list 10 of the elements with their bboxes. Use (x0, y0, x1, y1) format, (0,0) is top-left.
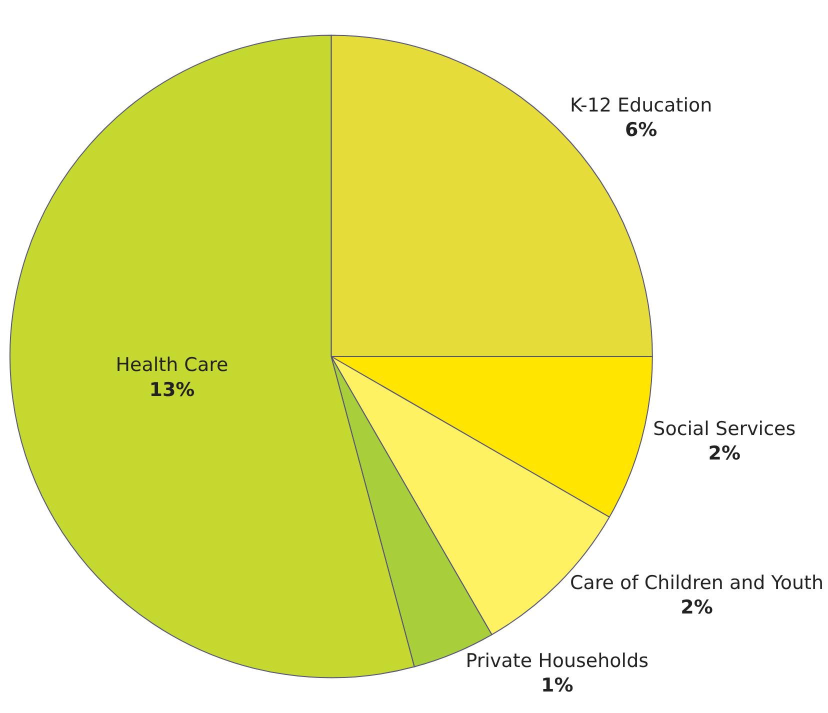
data-label: 2% (708, 442, 741, 465)
slice-label: Health Care (116, 354, 228, 376)
slice-label: Private Households (466, 650, 649, 672)
slice-label: Care of Children and Youth (570, 572, 824, 594)
slice-label: K-12 Education (570, 94, 712, 116)
data-label: 1% (541, 674, 574, 697)
data-label: 13% (149, 378, 195, 401)
slice-label: Social Services (653, 418, 796, 440)
data-label: 6% (624, 119, 658, 142)
data-label: 2% (680, 596, 713, 619)
